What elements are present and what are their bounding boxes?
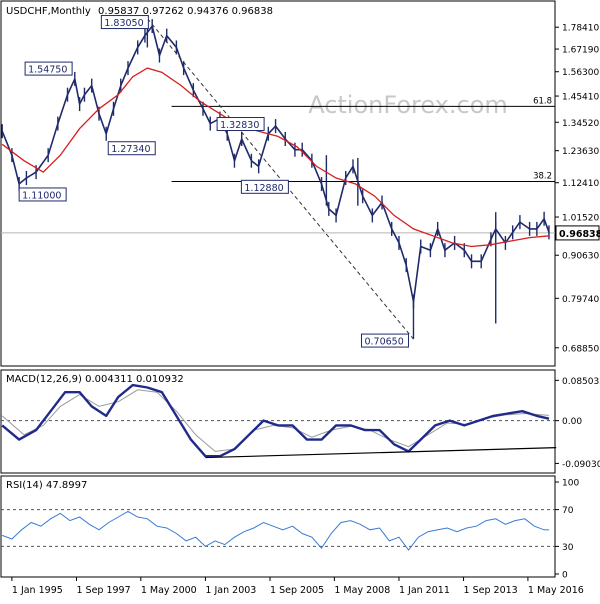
x-tick-label: 1 Sep 2005 <box>270 585 324 596</box>
annotation-box <box>18 187 67 202</box>
macd-y-tick-label: -0.090302 <box>562 460 600 470</box>
x-axis-layer: 1 Jan 1995 1 Sep 1997 1 May 2000 1 Jan 2003… <box>11 577 584 596</box>
rsi-line <box>2 510 550 551</box>
annotation-label: 1.32830 <box>220 120 259 131</box>
annotation-box <box>100 15 149 30</box>
moving-average-line <box>1 67 550 248</box>
moving-average-layer <box>1 67 550 248</box>
annotation-box <box>360 333 409 348</box>
macd-line <box>1 383 550 458</box>
annotation-label: 1.11000 <box>22 190 61 201</box>
price-y-tick-label: 1.67190 <box>562 46 599 56</box>
price-y-tick-label: 0.68850 <box>562 344 599 354</box>
annotation-box <box>107 141 156 156</box>
annotation-box <box>24 61 73 76</box>
rsi-y-tick-label: 70 <box>562 506 574 516</box>
price-y-tick-label: 1.56300 <box>562 68 599 78</box>
x-tick-label: 1 May 2000 <box>141 585 197 596</box>
watermark: ActionForex.com <box>308 91 508 119</box>
price-series-layer <box>1 18 550 340</box>
x-tick-label: 1 Jan 2011 <box>399 585 450 596</box>
price-panel-frame <box>0 0 556 367</box>
macd-y-tick-label: 0.00 <box>562 417 582 427</box>
chart-title: USDCHF,Monthly 0.95837 0.97262 0.94376 0… <box>6 6 273 17</box>
current-price-box <box>555 225 600 241</box>
price-annotations-layer: 1.83050 1.54750 1.27340 1.11000 1.32830 1.128… <box>18 15 409 348</box>
price-y-tick-label: 1.78410 <box>562 24 599 34</box>
x-tick-label: 1 May 2016 <box>528 585 584 596</box>
price-y-tick-label: 0.79740 <box>562 295 599 305</box>
x-tick-label: 1 May 2008 <box>334 585 390 596</box>
x-tick-label: 1 Jan 2003 <box>205 585 256 596</box>
macd-layer: 0.085032 0.00 -0.090302 <box>1 377 600 470</box>
annotation-label: 1.27340 <box>111 144 150 155</box>
price-y-tick-label: 1.45410 <box>562 93 599 103</box>
rsi-y-tick-label: 30 <box>562 543 574 553</box>
price-y-tick-label: 1.12410 <box>562 179 599 189</box>
annotation-box <box>216 117 265 132</box>
fibonacci-level-label: 61.8 <box>533 96 552 106</box>
annotation-label: 0.70650 <box>364 337 403 348</box>
rsi-layer: 100 70 30 0 <box>1 479 579 581</box>
chart-title-values: 0.95837 0.97262 0.94376 0.96838 <box>98 6 273 17</box>
x-tick-label: 1 Jan 1995 <box>12 585 63 596</box>
annotation-label: 1.54750 <box>28 65 67 76</box>
macd-trendline <box>205 447 557 459</box>
x-tick-label: 1 Sep 1997 <box>76 585 130 596</box>
annotation-label: 1.83050 <box>104 18 143 29</box>
fibonacci-level-label: 38.2 <box>533 172 552 182</box>
price-y-tick-label: 1.01520 <box>562 214 599 224</box>
chart-title-symbol: USDCHF,Monthly <box>6 6 91 17</box>
current-price-label: 0.96838 <box>559 229 600 240</box>
price-axis-layer: 1.78410 1.67190 1.56300 1.45410 1.34520 1.236… <box>555 24 600 354</box>
price-series-line <box>1 25 550 303</box>
price-y-tick-label: 1.34520 <box>562 119 599 129</box>
annotation-box <box>240 179 289 194</box>
annotation-label: 1.12880 <box>244 183 283 194</box>
macd-title: MACD(12,26,9) 0.004311 0.010932 <box>6 374 184 385</box>
rsi-y-tick-label: 100 <box>562 479 579 489</box>
fibonacci-layer: 61.8 38.2 <box>171 96 555 183</box>
macd-panel-frame <box>0 369 556 474</box>
macd-signal-line <box>1 389 550 452</box>
rsi-y-tick-label: 0 <box>562 571 568 581</box>
rsi-title: RSI(14) 47.8997 <box>6 480 87 491</box>
macd-y-tick-label: 0.085032 <box>562 377 600 387</box>
x-tick-label: 1 Sep 2013 <box>464 585 518 596</box>
price-y-tick-label: 0.90630 <box>562 252 599 262</box>
rsi-panel-frame <box>0 475 556 578</box>
price-y-tick-label: 1.23630 <box>562 147 599 157</box>
